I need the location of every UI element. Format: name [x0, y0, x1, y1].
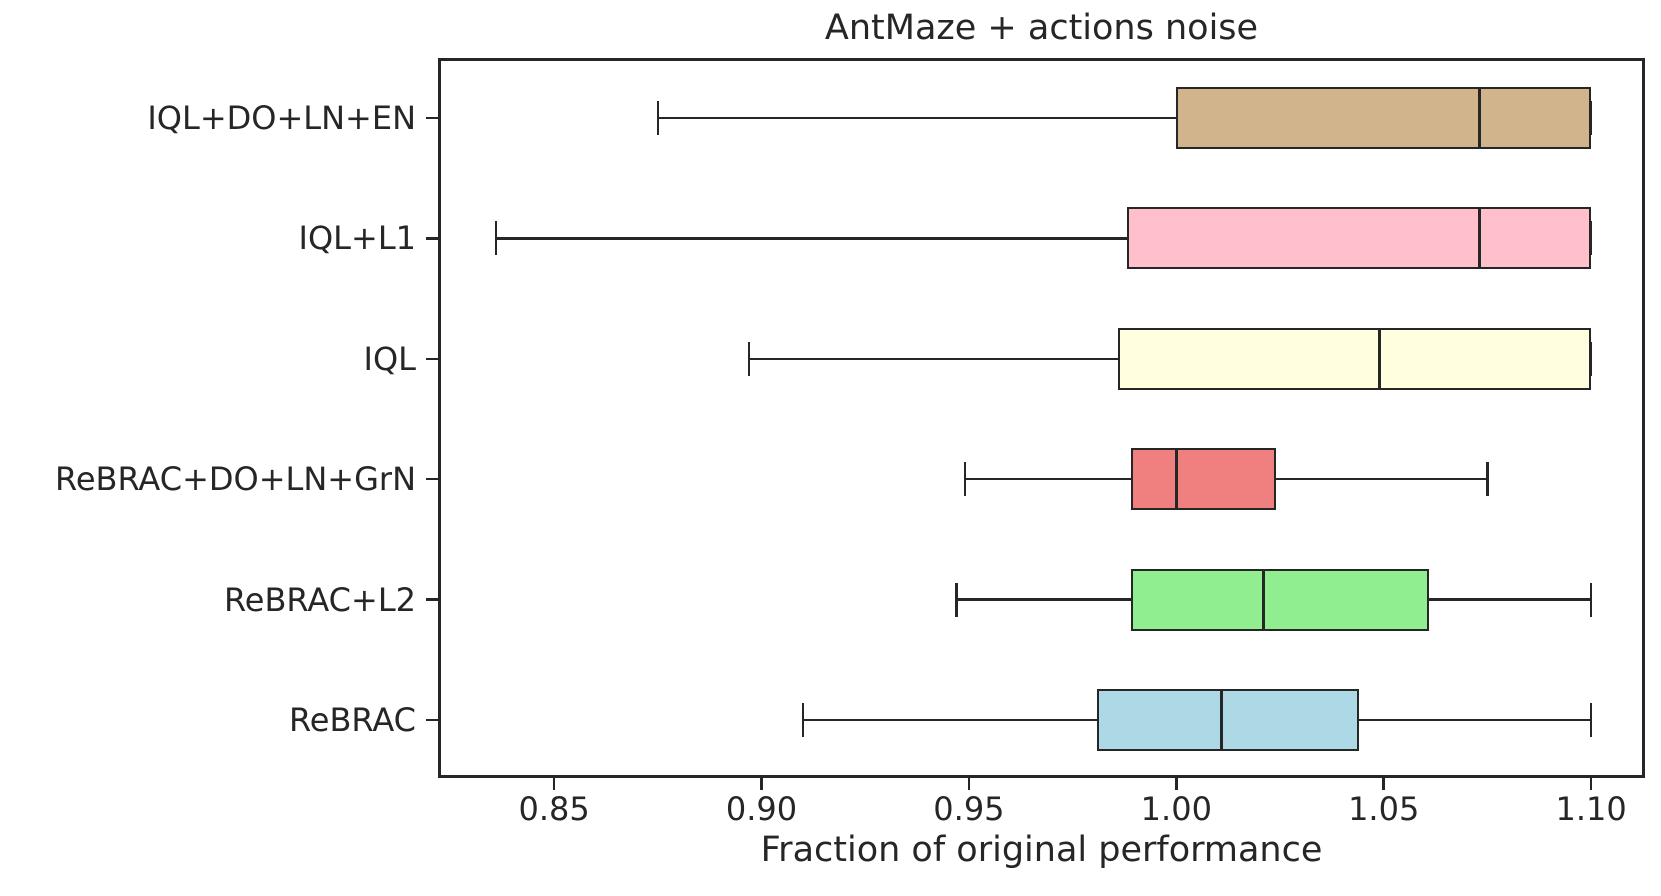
whisker-low-rebrac-do-ln-grn [964, 477, 1131, 481]
whisker-high-rebrac-l2 [1429, 598, 1592, 601]
x-tick-label-0.85: 0.85 [518, 790, 590, 828]
y-tick-label-iql-do-ln-en: IQL+DO+LN+EN [147, 99, 416, 137]
box-rebrac-do-ln-grn [1130, 448, 1276, 511]
x-tick-0.85 [552, 778, 556, 790]
plot-frame [438, 58, 1645, 778]
y-tick-label-iql-l1: IQL+L1 [298, 219, 416, 258]
y-tick-label-iql: IQL [363, 339, 416, 378]
y-tick-rebrac-do-ln-grn [426, 477, 438, 481]
whisker-cap-low-rebrac-do-ln-grn [963, 462, 967, 497]
whisker-high-rebrac-do-ln-grn [1275, 477, 1488, 481]
box-iql-do-ln-en [1176, 87, 1592, 149]
whisker-low-iql [749, 357, 1119, 361]
whisker-cap-low-rebrac [801, 703, 805, 737]
whisker-cap-low-iql-l1 [494, 221, 498, 256]
box-iql [1118, 327, 1592, 390]
median-line-rebrac-l2 [1261, 568, 1265, 631]
whisker-cap-low-rebrac-l2 [955, 582, 958, 617]
y-tick-iql [426, 357, 438, 361]
whisker-low-rebrac-l2 [956, 598, 1131, 601]
x-tick-0.95 [967, 778, 971, 790]
y-tick-iql-l1 [426, 237, 438, 240]
whisker-cap-high-rebrac [1589, 703, 1593, 737]
x-tick-label-0.90: 0.90 [725, 790, 798, 828]
y-tick-rebrac [426, 718, 438, 722]
x-tick-label-1.10: 1.10 [1555, 790, 1627, 828]
median-line-iql [1378, 327, 1382, 390]
x-axis-label: Fraction of original performance [760, 830, 1323, 870]
y-tick-label-rebrac: ReBRAC [288, 701, 416, 739]
whisker-high-rebrac [1358, 718, 1592, 722]
median-line-rebrac [1220, 689, 1224, 751]
y-tick-iql-do-ln-en [426, 116, 438, 120]
y-tick-rebrac-l2 [426, 598, 438, 601]
x-tick-1.00 [1175, 778, 1178, 790]
box-rebrac-l2 [1130, 568, 1430, 631]
median-line-iql-l1 [1477, 207, 1481, 270]
whisker-cap-high-iql-do-ln-en [1589, 101, 1593, 135]
box-iql-l1 [1126, 207, 1592, 270]
x-tick-0.90 [760, 778, 763, 790]
median-line-iql-do-ln-en [1477, 87, 1481, 149]
whisker-low-iql-do-ln-en [657, 116, 1177, 120]
whisker-cap-low-iql-do-ln-en [656, 101, 660, 135]
whisker-cap-high-rebrac-do-ln-grn [1486, 462, 1489, 497]
whisker-low-rebrac [803, 718, 1098, 722]
median-line-rebrac-do-ln-grn [1174, 448, 1178, 511]
whisker-cap-high-iql-l1 [1589, 221, 1593, 256]
y-tick-label-rebrac-l2: ReBRAC+L2 [223, 580, 416, 619]
whisker-cap-low-iql [747, 341, 751, 376]
whisker-cap-high-rebrac-l2 [1589, 582, 1593, 617]
whisker-low-iql-l1 [496, 237, 1127, 240]
x-tick-1.05 [1382, 778, 1385, 790]
whisker-cap-high-iql [1589, 341, 1593, 376]
x-tick-label-1.05: 1.05 [1348, 790, 1420, 828]
x-tick-label-0.95: 0.95 [933, 790, 1005, 828]
y-tick-label-rebrac-do-ln-grn: ReBRAC+DO+LN+GrN [55, 460, 416, 499]
box-rebrac [1097, 689, 1359, 751]
x-tick-label-1.00: 1.00 [1140, 790, 1212, 828]
x-tick-1.10 [1589, 778, 1593, 790]
chart-title: AntMaze + actions noise [824, 8, 1259, 48]
